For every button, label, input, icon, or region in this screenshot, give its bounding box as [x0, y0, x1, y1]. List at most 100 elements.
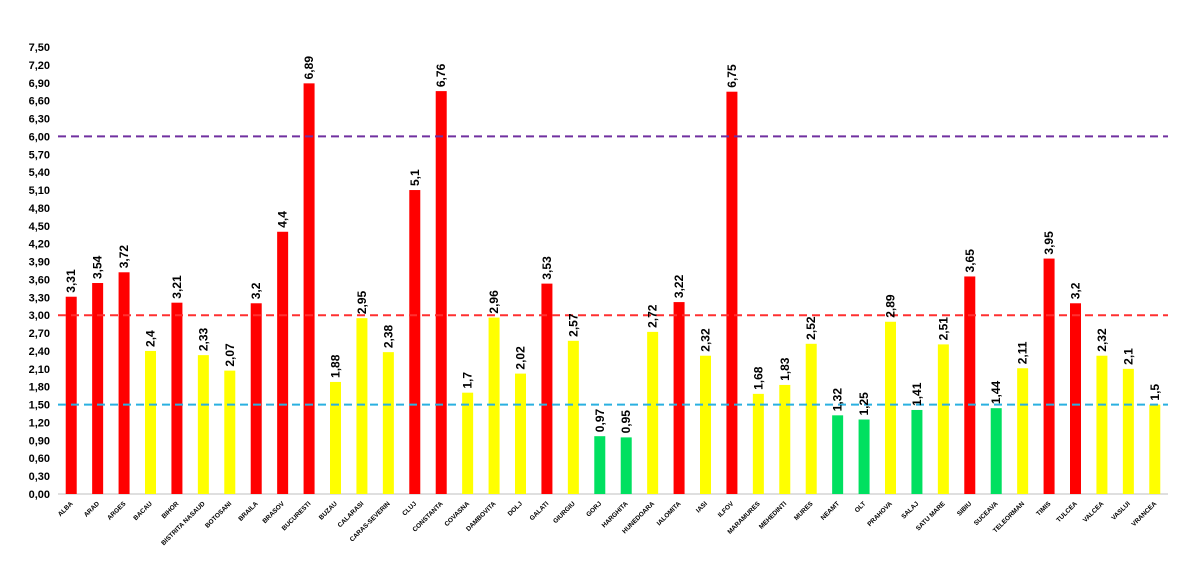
- data-label: 1,25: [857, 392, 871, 416]
- data-label: 3,21: [170, 275, 184, 299]
- data-label: 2,32: [1095, 328, 1109, 352]
- bar: [303, 83, 315, 494]
- category-label: VASLUI: [1110, 500, 1132, 522]
- category-label: OLT: [854, 500, 868, 514]
- bar: [145, 350, 156, 494]
- bars: [65, 83, 1161, 495]
- bar: [911, 409, 923, 494]
- data-label: 3,31: [64, 269, 78, 293]
- data-label: 2,11: [1016, 341, 1030, 364]
- bar: [594, 436, 606, 494]
- category-label: ALBA: [57, 500, 75, 518]
- category-label: SIBIU: [956, 500, 973, 517]
- data-label: 2,72: [646, 304, 660, 328]
- category-label: CLUJ: [401, 500, 418, 517]
- data-label: 2,95: [355, 290, 369, 314]
- bar: [620, 437, 632, 494]
- bar: [752, 393, 764, 494]
- y-tick-label: 3,30: [29, 292, 50, 304]
- y-tick-label: 1,50: [29, 400, 50, 412]
- category-label: ILFOV: [717, 500, 736, 519]
- bar: [858, 419, 870, 494]
- category-label: IALOMITA: [656, 500, 683, 527]
- bar: [726, 91, 738, 494]
- data-label: 0,97: [593, 409, 607, 433]
- data-label: 1,32: [831, 388, 845, 412]
- y-tick-label: 5,10: [29, 185, 50, 197]
- bar: [567, 340, 579, 494]
- data-label: 1,7: [461, 372, 475, 389]
- category-label: ARAD: [83, 500, 101, 518]
- y-tick-label: 7,20: [29, 60, 50, 72]
- category-label: GORJ: [585, 500, 603, 518]
- data-label: 3,65: [963, 249, 977, 273]
- reference-lines: [58, 135, 1168, 406]
- y-tick-label: 1,20: [29, 417, 50, 429]
- bar: [1043, 258, 1055, 494]
- category-label: GIURGIU: [552, 500, 577, 525]
- bar: [937, 344, 949, 494]
- bar: [1070, 303, 1081, 494]
- category-label: ARGES: [106, 500, 128, 522]
- category-label: VALCEA: [1082, 500, 1106, 524]
- category-label: SUCEAVA: [973, 500, 1000, 527]
- bar: [805, 343, 817, 494]
- y-tick-label: 2,70: [29, 328, 50, 340]
- bar: [673, 302, 685, 494]
- data-label: 5,1: [408, 169, 422, 186]
- bar: [277, 231, 289, 494]
- category-label: DOLJ: [507, 500, 524, 517]
- bar: [990, 408, 1002, 494]
- category-label: GALATI: [529, 500, 551, 522]
- y-tick-label: 2,40: [29, 346, 50, 358]
- data-label: 1,68: [751, 366, 765, 390]
- y-axis-ticks: 0,00 0,30 0,60 0,90 1,20 1,50 1,80 2,10 2,40 2,70…: [29, 42, 50, 501]
- bar: [541, 283, 553, 494]
- data-label: 6,75: [725, 64, 739, 88]
- bar: [647, 331, 659, 494]
- data-label: 3,53: [540, 256, 554, 280]
- category-label: BIHOR: [161, 500, 181, 520]
- y-tick-label: 0,90: [29, 435, 50, 447]
- bar: [118, 272, 130, 494]
- data-label: 2,96: [487, 290, 501, 314]
- data-label: 2,32: [699, 328, 713, 352]
- data-label: 2,57: [566, 313, 580, 337]
- bar: [356, 318, 368, 494]
- data-label: 2,89: [884, 294, 898, 318]
- data-label: 3,2: [249, 282, 263, 299]
- data-label: 2,1: [1121, 348, 1135, 365]
- category-label: MURES: [793, 500, 815, 522]
- bar: [197, 355, 209, 494]
- y-tick-label: 3,00: [29, 310, 50, 322]
- bar: [885, 321, 896, 494]
- y-tick-label: 4,20: [29, 239, 50, 251]
- bar: [435, 91, 447, 494]
- bar: [409, 190, 421, 495]
- category-label: VRANCEA: [1131, 500, 1159, 528]
- y-tick-label: 0,60: [29, 453, 50, 465]
- y-tick-label: 6,90: [29, 78, 50, 90]
- bar: [462, 392, 474, 494]
- bar: [1096, 355, 1108, 494]
- y-tick-label: 0,00: [29, 489, 50, 501]
- bar: [1017, 368, 1029, 494]
- data-labels: 3,31 3,54 3,72 2,4 3,21 2,33 2,07 3,2 4,4 6,89 1,8…: [64, 56, 1162, 434]
- bar: [779, 384, 791, 494]
- data-label: 3,2: [1069, 282, 1083, 299]
- bar: [488, 317, 500, 494]
- bar: [330, 381, 341, 494]
- category-label: TIMIS: [1035, 500, 1053, 518]
- data-label: 1,5: [1148, 384, 1162, 401]
- y-tick-label: 6,30: [29, 114, 50, 126]
- y-tick-label: 4,80: [29, 203, 50, 215]
- data-label: 1,41: [910, 382, 924, 406]
- category-label: NEAMT: [820, 500, 841, 521]
- y-tick-label: 3,90: [29, 257, 50, 269]
- bar: [382, 352, 394, 494]
- data-label: 2,38: [381, 324, 395, 348]
- data-label: 2,02: [514, 346, 528, 370]
- category-label: SALAJ: [900, 500, 920, 520]
- data-label: 2,07: [223, 343, 237, 367]
